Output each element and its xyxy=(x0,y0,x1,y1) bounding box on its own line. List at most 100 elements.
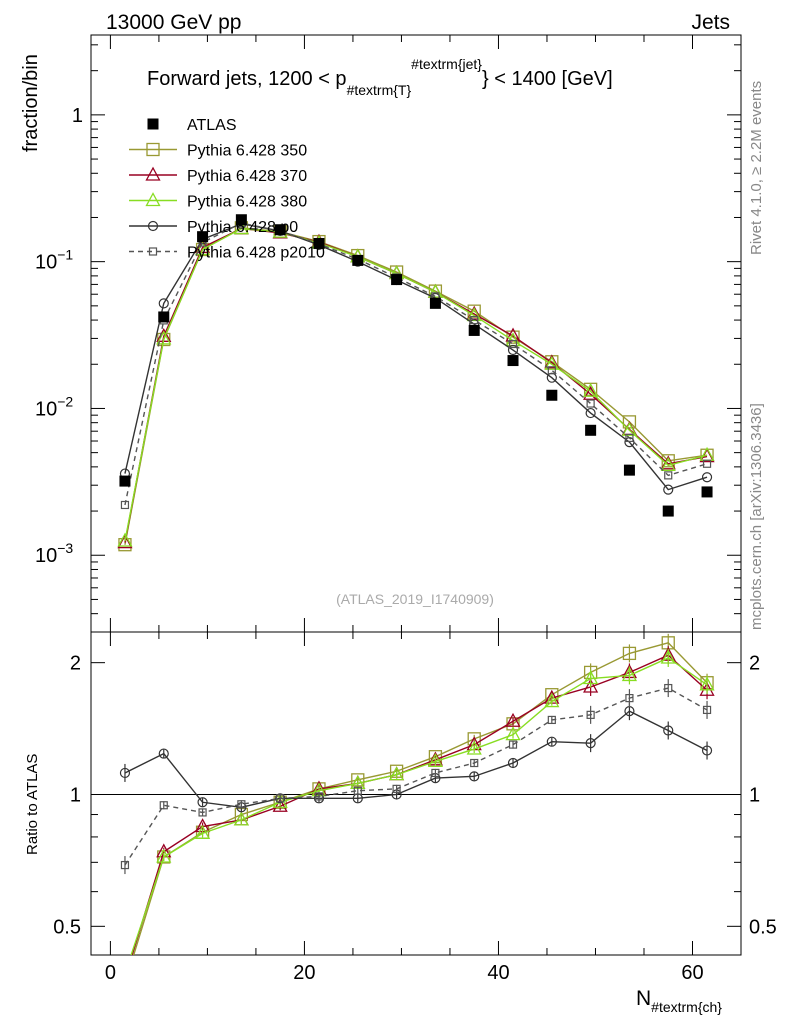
legend: ATLAS Pythia 6.428 350 Pythia 6.428 370 Pyt… xyxy=(129,117,325,262)
legend-label-pythia-6-428-380: Pythia 6.428 380 xyxy=(187,194,307,211)
series-line-pythia-6-428-380 xyxy=(124,227,708,542)
header-right: Jets xyxy=(691,11,730,34)
ratio-point-pythia-6-428-p2010 xyxy=(120,860,130,870)
point-pythia-6-428-380 xyxy=(194,241,211,256)
side-label-lower: mcplots.cern.ch [arXiv:1306.3436] xyxy=(748,403,765,630)
ratio-y-tick-label: 2 xyxy=(70,653,81,675)
legend-marker-atlas xyxy=(147,118,159,130)
point-pythia-6-428-370 xyxy=(583,385,599,400)
legend-label-pythia-6-428-350: Pythia 6.428 350 xyxy=(187,143,307,160)
point-pythia-6-428-p0 xyxy=(663,484,674,495)
ratio-point-pythia-6-428-p2010 xyxy=(159,801,168,810)
point-pythia-6-428-380 xyxy=(621,421,638,436)
ratio-y-tick-label-right: 1 xyxy=(749,784,760,806)
ratio-y-tick-label: 0.5 xyxy=(53,916,81,938)
title-pre: Forward jets, 1200 < p xyxy=(147,68,347,90)
ratio-y-tick-label: 1 xyxy=(70,784,81,806)
point-atlas xyxy=(352,254,364,266)
ratio-data xyxy=(119,633,715,955)
ratio-y-axis-label: Ratio to ATLAS xyxy=(24,754,41,855)
point-pythia-6-428-380 xyxy=(544,355,560,370)
point-atlas xyxy=(623,464,635,476)
point-atlas xyxy=(662,505,674,517)
point-pythia-6-428-370 xyxy=(117,534,133,549)
point-pythia-6-428-380 xyxy=(117,532,133,547)
point-atlas xyxy=(274,224,286,236)
point-pythia-6-428-p2010 xyxy=(120,500,130,510)
y-tick-label: 10−3 xyxy=(35,540,73,567)
ratio-frame xyxy=(90,631,742,956)
y-tick-label-base: 10 xyxy=(35,398,57,420)
title-sub: #textrm{T} xyxy=(347,82,412,98)
series-line-pythia-6-428-370 xyxy=(124,227,708,543)
point-pythia-6-428-p0 xyxy=(507,344,519,356)
point-pythia-6-428-p2010 xyxy=(547,366,556,375)
point-pythia-6-428-p2010 xyxy=(586,399,595,408)
y-tick-label-base: 10 xyxy=(35,252,57,274)
point-pythia-6-428-p2010 xyxy=(702,459,712,468)
y-axis-label: fraction/bin xyxy=(20,54,42,152)
y-tick-label-exp: −2 xyxy=(57,393,73,409)
point-pythia-6-428-p2010 xyxy=(508,339,518,349)
legend-marker-pythia-6-428-p0 xyxy=(147,220,159,232)
ratio-point-pythia-6-428-380 xyxy=(194,825,211,840)
series-line-pythia-6-428-350 xyxy=(124,227,708,545)
ratio-point-pythia-6-428-p0 xyxy=(275,793,286,804)
legend-label-pythia-6-428-370: Pythia 6.428 370 xyxy=(187,168,307,185)
ratio-point-pythia-6-428-p2010 xyxy=(314,792,324,801)
ratio-point-pythia-6-428-380 xyxy=(233,811,249,826)
ratio-point-pythia-6-428-p0 xyxy=(701,745,713,756)
series-line-pythia-6-428-p0 xyxy=(124,223,708,491)
legend-label-pythia-6-428-p0: Pythia 6.428 p0 xyxy=(187,219,298,236)
ratio-point-pythia-6-428-p2010 xyxy=(625,694,634,703)
ratio-point-pythia-6-428-p2010 xyxy=(702,705,712,715)
point-pythia-6-428-380 xyxy=(583,382,599,397)
point-atlas xyxy=(197,231,209,243)
point-pythia-6-428-p0 xyxy=(158,298,169,309)
x-axis-label-main: N xyxy=(636,987,651,1010)
ratio-point-pythia-6-428-p2010 xyxy=(198,808,207,817)
ratio-point-pythia-6-428-p0 xyxy=(663,725,674,736)
x-tick-label: 0 xyxy=(105,962,116,984)
ratio-point-pythia-6-428-p2010 xyxy=(664,683,673,693)
point-atlas xyxy=(158,311,170,323)
legend-marker-pythia-6-428-350 xyxy=(146,142,160,157)
title-post: } < 1400 [GeV] xyxy=(482,68,613,90)
ratio-point-pythia-6-428-350 xyxy=(622,646,637,661)
point-pythia-6-428-350 xyxy=(622,415,637,429)
ratio-point-pythia-6-428-380 xyxy=(660,649,676,664)
ratio-point-pythia-6-428-370 xyxy=(505,712,521,727)
title-sup: #textrm{jet} xyxy=(411,56,482,72)
ratio-point-pythia-6-428-p2010 xyxy=(470,758,479,768)
point-pythia-6-428-380 xyxy=(660,456,676,471)
point-atlas xyxy=(235,214,247,226)
ratio-point-pythia-6-428-p2010 xyxy=(586,710,595,719)
point-atlas xyxy=(429,297,441,309)
x-tick-label: 60 xyxy=(681,962,703,984)
ratio-line-pythia-6-428-p0 xyxy=(124,710,708,808)
ratio-point-pythia-6-428-370 xyxy=(583,678,599,693)
point-atlas xyxy=(701,486,713,498)
ratio-line-pythia-6-428-380 xyxy=(130,657,708,955)
ratio-point-pythia-6-428-380 xyxy=(621,667,638,682)
ratio-point-pythia-6-428-380 xyxy=(699,676,715,691)
legend-label-atlas: ATLAS xyxy=(187,117,237,134)
point-pythia-6-428-380 xyxy=(427,283,443,298)
point-pythia-6-428-p2010 xyxy=(470,315,479,325)
point-pythia-6-428-p2010 xyxy=(664,471,673,480)
legend-marker-pythia-6-428-p2010 xyxy=(148,247,158,256)
ratio-point-pythia-6-428-370 xyxy=(272,797,288,812)
ratio-point-pythia-6-428-380 xyxy=(389,766,405,781)
chart-title: Forward jets, 1200 < p#textrm{T} #textrm{… xyxy=(147,56,613,98)
ratio-line-pythia-6-428-350 xyxy=(132,642,708,955)
point-atlas xyxy=(468,324,480,336)
side-label-upper: Rivet 4.1.0, ≥ 2.2M events xyxy=(748,81,765,255)
ratio-point-pythia-6-428-p2010 xyxy=(431,768,440,778)
ratio-point-pythia-6-428-p2010 xyxy=(392,784,401,793)
legend-marker-pythia-6-428-380 xyxy=(145,192,161,207)
ratio-point-pythia-6-428-p0 xyxy=(119,767,131,779)
ratio-point-pythia-6-428-p0 xyxy=(546,736,557,747)
y-tick-label-exp: −1 xyxy=(57,247,73,263)
x-tick-label: 20 xyxy=(293,962,315,984)
y-tick-label-exp: −3 xyxy=(57,540,73,556)
